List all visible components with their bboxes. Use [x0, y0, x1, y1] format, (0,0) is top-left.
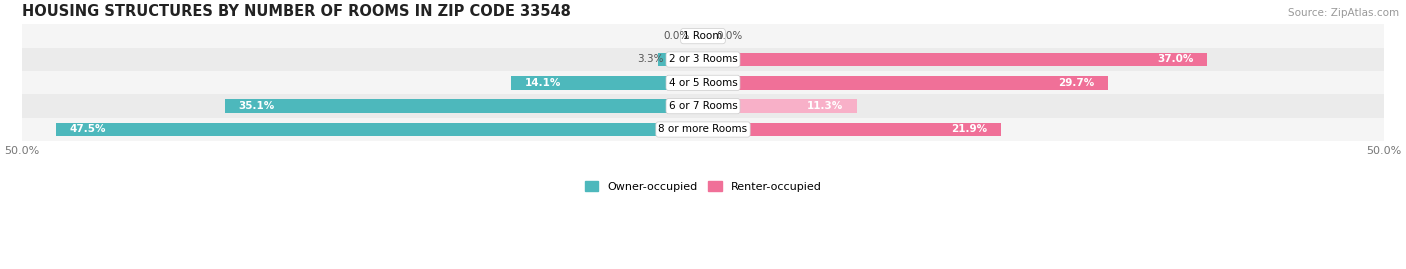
Text: 6 or 7 Rooms: 6 or 7 Rooms — [669, 101, 737, 111]
Text: 14.1%: 14.1% — [524, 78, 561, 88]
Bar — [703, 76, 1108, 90]
Bar — [703, 53, 1208, 66]
Bar — [21, 94, 1385, 118]
Text: 37.0%: 37.0% — [1157, 55, 1194, 65]
Bar — [21, 71, 1385, 94]
Bar — [703, 100, 856, 113]
Text: 47.5%: 47.5% — [69, 125, 105, 134]
Text: 21.9%: 21.9% — [952, 125, 988, 134]
Bar — [56, 123, 703, 136]
Text: 11.3%: 11.3% — [807, 101, 844, 111]
Bar — [21, 24, 1385, 48]
Text: 0.0%: 0.0% — [717, 31, 742, 41]
Text: 35.1%: 35.1% — [239, 101, 274, 111]
Text: 2 or 3 Rooms: 2 or 3 Rooms — [669, 55, 737, 65]
Legend: Owner-occupied, Renter-occupied: Owner-occupied, Renter-occupied — [581, 177, 825, 196]
Bar — [21, 48, 1385, 71]
Text: 4 or 5 Rooms: 4 or 5 Rooms — [669, 78, 737, 88]
Text: 1 Room: 1 Room — [683, 31, 723, 41]
Text: HOUSING STRUCTURES BY NUMBER OF ROOMS IN ZIP CODE 33548: HOUSING STRUCTURES BY NUMBER OF ROOMS IN… — [21, 4, 571, 19]
Text: Source: ZipAtlas.com: Source: ZipAtlas.com — [1288, 8, 1399, 18]
Bar — [21, 118, 1385, 141]
Text: 8 or more Rooms: 8 or more Rooms — [658, 125, 748, 134]
Bar — [510, 76, 703, 90]
Text: 0.0%: 0.0% — [664, 31, 689, 41]
Bar — [658, 53, 703, 66]
Bar — [225, 100, 703, 113]
Text: 3.3%: 3.3% — [637, 55, 664, 65]
Bar — [703, 123, 1001, 136]
Text: 29.7%: 29.7% — [1057, 78, 1094, 88]
